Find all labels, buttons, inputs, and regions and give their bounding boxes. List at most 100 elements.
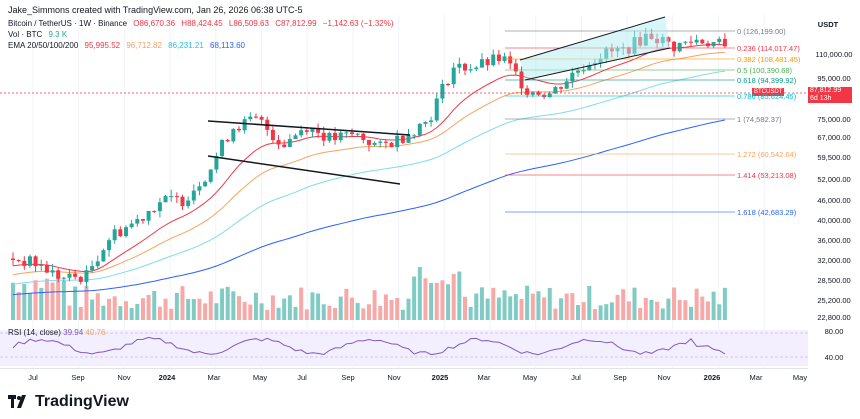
volume-bar bbox=[383, 294, 388, 320]
price-label: 52,000.00 bbox=[817, 175, 851, 184]
legend-low: L86,509.63 bbox=[228, 19, 269, 28]
volume-bar bbox=[502, 290, 507, 320]
volume-bar bbox=[50, 282, 55, 320]
candle-body bbox=[525, 88, 530, 95]
volume-bar bbox=[355, 303, 360, 320]
time-label: Sep bbox=[71, 373, 85, 382]
volume-bar bbox=[559, 298, 564, 320]
candle-body bbox=[457, 63, 462, 68]
rsi-legend[interactable]: RSI (14, close) 39.94 40.76 bbox=[8, 328, 105, 337]
volume-bar bbox=[56, 278, 61, 320]
candle-body bbox=[90, 266, 95, 271]
volume-bar bbox=[203, 303, 208, 320]
volume-bar bbox=[451, 274, 456, 320]
volume-bar bbox=[400, 309, 405, 320]
time-label: Sep bbox=[341, 373, 355, 382]
volume-bar bbox=[242, 301, 247, 320]
candle-body bbox=[39, 264, 44, 266]
chart-credit: Jake_Simmons created with TradingView.co… bbox=[8, 5, 303, 15]
price-label: 32,000.00 bbox=[817, 256, 851, 265]
rsi-label[interactable]: RSI (14, close) bbox=[8, 328, 61, 337]
legend-volume-row[interactable]: Vol · BTC 9.3 K bbox=[8, 30, 71, 39]
volume-bar bbox=[638, 307, 643, 320]
legend-ema100-value: 86,231.21 bbox=[168, 41, 204, 50]
legend-symbol[interactable]: Bitcoin / TetherUS · 1W · Binance bbox=[8, 19, 128, 28]
volume-bar bbox=[101, 305, 106, 320]
bar-countdown: 6d 13h bbox=[810, 95, 832, 102]
volume-bar bbox=[700, 296, 705, 320]
rsi-axis-label: 40.00 bbox=[824, 353, 844, 362]
volume-bar bbox=[299, 287, 304, 320]
volume-bar bbox=[446, 284, 451, 320]
volume-bar bbox=[321, 304, 326, 320]
volume-bar bbox=[95, 293, 100, 320]
volume-bar bbox=[220, 288, 225, 320]
candle-body bbox=[157, 202, 162, 212]
candle-body bbox=[564, 81, 569, 89]
price-label: 110,000.00 bbox=[815, 50, 853, 59]
volume-bar bbox=[152, 291, 157, 320]
fib-level-0: 0 (126,199.00) bbox=[737, 27, 786, 36]
candle-body bbox=[383, 141, 388, 143]
candle-body bbox=[463, 63, 467, 71]
fib-level-1: 1 (74,582.37) bbox=[737, 115, 782, 124]
legend-ema-row[interactable]: EMA 20/50/100/200 95,995.52 96,712.82 86… bbox=[8, 41, 249, 50]
volume-bar bbox=[389, 299, 394, 320]
candle-body bbox=[502, 56, 507, 61]
volume-bar bbox=[197, 298, 202, 320]
volume-bar bbox=[513, 294, 518, 320]
rsi-line bbox=[12, 336, 726, 356]
volume-bar bbox=[655, 301, 660, 320]
legend-ema-label[interactable]: EMA 20/50/100/200 bbox=[8, 41, 79, 50]
volume-bar bbox=[73, 286, 78, 320]
fib-level-1272: 1.272 (60,542.64) bbox=[737, 150, 797, 159]
volume-bar bbox=[598, 305, 603, 320]
time-label: Jul bbox=[571, 373, 581, 382]
volume-bar bbox=[27, 293, 32, 320]
legend-change: −1,142.63 (−1.32%) bbox=[322, 19, 394, 28]
candle-body bbox=[316, 128, 321, 133]
volume-bar bbox=[304, 309, 309, 320]
candle-body bbox=[287, 139, 292, 148]
channel-lower-line bbox=[207, 155, 401, 185]
volume-bar bbox=[112, 296, 117, 320]
candle-body bbox=[389, 142, 394, 148]
price-label: 59,500.00 bbox=[817, 153, 851, 162]
candle-body bbox=[451, 67, 456, 85]
fib-level-0618: 0.618 (94,399.92) bbox=[737, 76, 797, 85]
volume-bar bbox=[180, 286, 185, 320]
rsi-value: 39.94 bbox=[63, 328, 84, 337]
volume-bar bbox=[214, 303, 219, 320]
volume-bar bbox=[412, 276, 417, 320]
price-axis-unit: USDT bbox=[817, 20, 839, 29]
time-label: 2024 bbox=[158, 373, 176, 382]
volume-bar bbox=[643, 297, 648, 320]
legend-volume-label[interactable]: Vol · BTC bbox=[8, 30, 43, 39]
volume-bar bbox=[564, 293, 569, 320]
candle-body bbox=[276, 140, 281, 145]
legend-symbol-row[interactable]: Bitcoin / TetherUS · 1W · Binance O86,67… bbox=[8, 19, 398, 28]
candle-body bbox=[118, 229, 123, 237]
volume-bar bbox=[11, 282, 15, 320]
candle-body bbox=[508, 56, 513, 64]
volume-bar bbox=[84, 286, 89, 320]
volume-bar bbox=[327, 305, 332, 320]
candle-body bbox=[559, 87, 564, 89]
volume-bar bbox=[253, 292, 258, 320]
volume-bar bbox=[231, 291, 236, 320]
legend-ema50-value: 96,712.82 bbox=[126, 41, 162, 50]
time-label: Nov bbox=[117, 373, 131, 382]
candle-body bbox=[350, 132, 354, 135]
candle-body bbox=[576, 70, 580, 73]
volume-bar bbox=[287, 295, 292, 320]
tradingview-brand[interactable]: TradingView bbox=[8, 393, 129, 411]
volume-bar bbox=[581, 302, 586, 320]
candle-body bbox=[700, 39, 705, 44]
volume-bar bbox=[163, 298, 168, 320]
volume-bar bbox=[78, 306, 83, 320]
fib-level-0382: 0.382 (108,481.45) bbox=[737, 55, 801, 64]
candle-body bbox=[491, 54, 496, 66]
time-label: Jul bbox=[28, 373, 38, 382]
candle-body bbox=[496, 54, 501, 61]
